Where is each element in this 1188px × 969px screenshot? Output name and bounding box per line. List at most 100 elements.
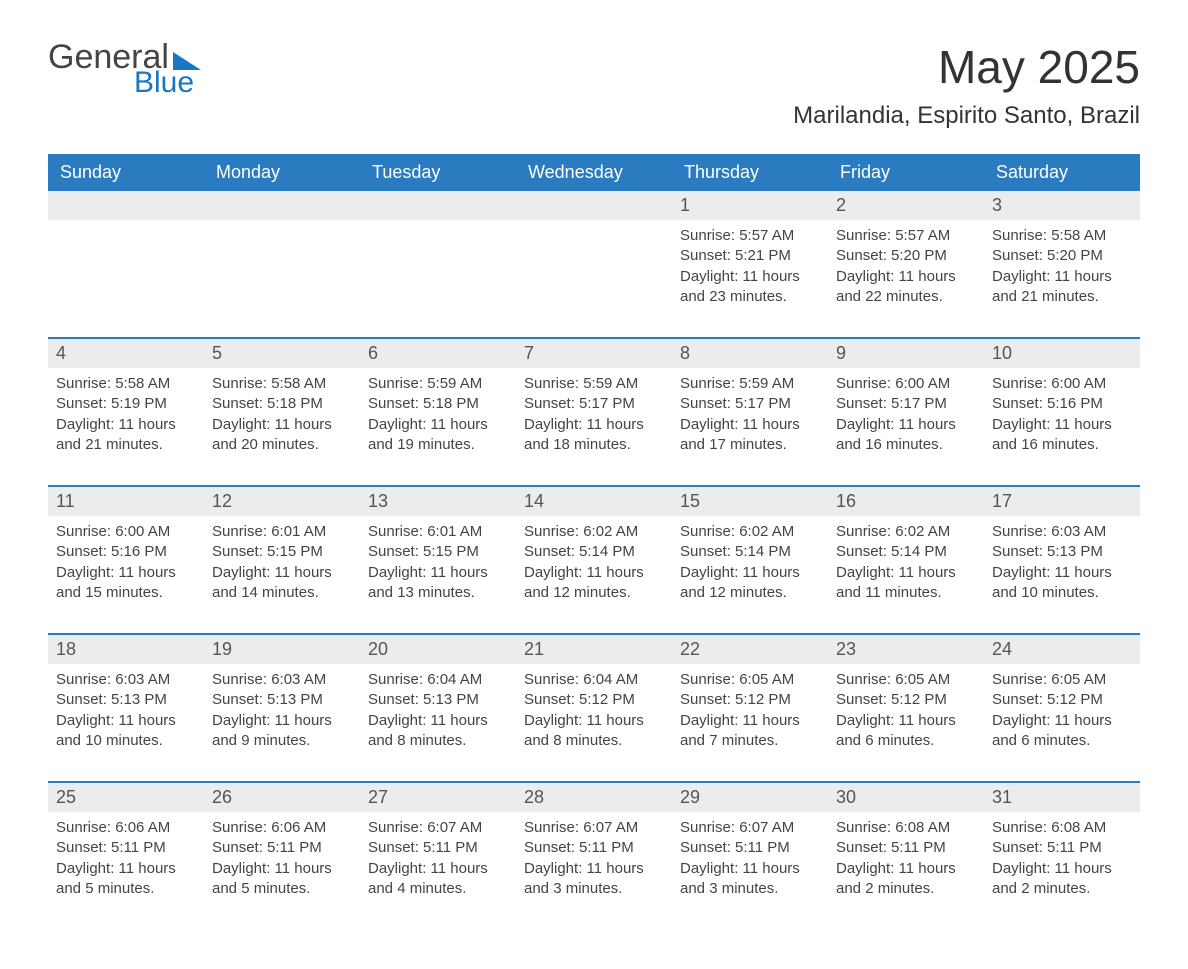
day-body: Sunrise: 6:02 AMSunset: 5:14 PMDaylight:… [828,516,984,633]
sunset-text: Sunset: 5:13 PM [992,542,1132,562]
day-body: Sunrise: 6:01 AMSunset: 5:15 PMDaylight:… [204,516,360,633]
calendar-day-cell: 2Sunrise: 5:57 AMSunset: 5:20 PMDaylight… [828,191,984,337]
daylight-text: Daylight: 11 hours and 19 minutes. [368,415,508,456]
day-body [204,220,360,330]
sunset-text: Sunset: 5:14 PM [836,542,976,562]
day-number: 19 [204,633,360,664]
sunset-text: Sunset: 5:17 PM [836,394,976,414]
sunrise-text: Sunrise: 6:03 AM [992,522,1132,542]
calendar-day-cell: 7Sunrise: 5:59 AMSunset: 5:17 PMDaylight… [516,337,672,485]
day-number [48,191,204,220]
day-body: Sunrise: 5:58 AMSunset: 5:19 PMDaylight:… [48,368,204,485]
calendar-day-cell: 27Sunrise: 6:07 AMSunset: 5:11 PMDayligh… [360,781,516,929]
sunrise-text: Sunrise: 6:07 AM [368,818,508,838]
calendar-day-cell: 1Sunrise: 5:57 AMSunset: 5:21 PMDaylight… [672,191,828,337]
sunset-text: Sunset: 5:15 PM [212,542,352,562]
calendar-day-cell: 17Sunrise: 6:03 AMSunset: 5:13 PMDayligh… [984,485,1140,633]
sunset-text: Sunset: 5:13 PM [212,690,352,710]
day-body: Sunrise: 6:04 AMSunset: 5:12 PMDaylight:… [516,664,672,781]
sunrise-text: Sunrise: 5:58 AM [992,226,1132,246]
calendar-day-cell: 12Sunrise: 6:01 AMSunset: 5:15 PMDayligh… [204,485,360,633]
sunrise-text: Sunrise: 6:06 AM [56,818,196,838]
calendar-day-cell: 3Sunrise: 5:58 AMSunset: 5:20 PMDaylight… [984,191,1140,337]
daylight-text: Daylight: 11 hours and 5 minutes. [212,859,352,900]
day-number: 18 [48,633,204,664]
daylight-text: Daylight: 11 hours and 20 minutes. [212,415,352,456]
daylight-text: Daylight: 11 hours and 2 minutes. [836,859,976,900]
day-body: Sunrise: 6:01 AMSunset: 5:15 PMDaylight:… [360,516,516,633]
daylight-text: Daylight: 11 hours and 6 minutes. [992,711,1132,752]
sunrise-text: Sunrise: 5:59 AM [524,374,664,394]
day-number: 14 [516,485,672,516]
daylight-text: Daylight: 11 hours and 21 minutes. [56,415,196,456]
daylight-text: Daylight: 11 hours and 11 minutes. [836,563,976,604]
sunrise-text: Sunrise: 5:58 AM [56,374,196,394]
sunrise-text: Sunrise: 6:03 AM [212,670,352,690]
daylight-text: Daylight: 11 hours and 5 minutes. [56,859,196,900]
sunset-text: Sunset: 5:14 PM [524,542,664,562]
day-number: 1 [672,191,828,220]
sunrise-text: Sunrise: 5:57 AM [680,226,820,246]
daylight-text: Daylight: 11 hours and 2 minutes. [992,859,1132,900]
day-body: Sunrise: 5:58 AMSunset: 5:18 PMDaylight:… [204,368,360,485]
sunset-text: Sunset: 5:16 PM [992,394,1132,414]
daylight-text: Daylight: 11 hours and 9 minutes. [212,711,352,752]
daylight-text: Daylight: 11 hours and 18 minutes. [524,415,664,456]
sunrise-text: Sunrise: 6:04 AM [368,670,508,690]
sunrise-text: Sunrise: 6:05 AM [680,670,820,690]
month-title: May 2025 [793,40,1140,94]
daylight-text: Daylight: 11 hours and 6 minutes. [836,711,976,752]
day-number: 9 [828,337,984,368]
sunset-text: Sunset: 5:11 PM [836,838,976,858]
day-body: Sunrise: 6:06 AMSunset: 5:11 PMDaylight:… [204,812,360,929]
calendar-day-cell: 19 Sunrise: 6:03 AMSunset: 5:13 PMDayligh… [204,633,360,781]
day-number: 21 [516,633,672,664]
day-number: 4 [48,337,204,368]
daylight-text: Daylight: 11 hours and 8 minutes. [368,711,508,752]
calendar-table: Sunday Monday Tuesday Wednesday Thursday… [48,154,1140,929]
sunrise-text: Sunrise: 6:06 AM [212,818,352,838]
sunset-text: Sunset: 5:16 PM [56,542,196,562]
day-number: 8 [672,337,828,368]
sunset-text: Sunset: 5:11 PM [212,838,352,858]
weekday-header: Saturday [984,154,1140,191]
day-body: Sunrise: 5:57 AMSunset: 5:20 PMDaylight:… [828,220,984,337]
daylight-text: Daylight: 11 hours and 16 minutes. [992,415,1132,456]
day-body: Sunrise: 6:05 AMSunset: 5:12 PMDaylight:… [828,664,984,781]
day-body [516,220,672,330]
sunset-text: Sunset: 5:12 PM [836,690,976,710]
sunset-text: Sunset: 5:12 PM [524,690,664,710]
daylight-text: Daylight: 11 hours and 16 minutes. [836,415,976,456]
sunrise-text: Sunrise: 6:00 AM [992,374,1132,394]
sunset-text: Sunset: 5:12 PM [680,690,820,710]
sunrise-text: Sunrise: 5:59 AM [680,374,820,394]
day-body: Sunrise: 5:59 AMSunset: 5:17 PMDaylight:… [516,368,672,485]
sunrise-text: Sunrise: 5:59 AM [368,374,508,394]
daylight-text: Daylight: 11 hours and 22 minutes. [836,267,976,308]
calendar-day-cell: 4Sunrise: 5:58 AMSunset: 5:19 PMDaylight… [48,337,204,485]
sunset-text: Sunset: 5:12 PM [992,690,1132,710]
sunrise-text: Sunrise: 6:02 AM [524,522,664,542]
day-number: 16 [828,485,984,516]
calendar-week-row: 25Sunrise: 6:06 AMSunset: 5:11 PMDayligh… [48,781,1140,929]
day-number: 6 [360,337,516,368]
day-body: Sunrise: 6:07 AMSunset: 5:11 PMDaylight:… [360,812,516,929]
day-body: Sunrise: 6:08 AMSunset: 5:11 PMDaylight:… [828,812,984,929]
day-number: 25 [48,781,204,812]
calendar-day-cell: 13Sunrise: 6:01 AMSunset: 5:15 PMDayligh… [360,485,516,633]
daylight-text: Daylight: 11 hours and 3 minutes. [680,859,820,900]
day-number: 29 [672,781,828,812]
day-number [204,191,360,220]
weekday-header: Friday [828,154,984,191]
sunset-text: Sunset: 5:17 PM [524,394,664,414]
sunset-text: Sunset: 5:14 PM [680,542,820,562]
day-body [360,220,516,330]
calendar-day-cell: 14Sunrise: 6:02 AMSunset: 5:14 PMDayligh… [516,485,672,633]
weekday-header: Wednesday [516,154,672,191]
day-body: Sunrise: 6:00 AMSunset: 5:16 PMDaylight:… [48,516,204,633]
calendar-day-cell: 15Sunrise: 6:02 AMSunset: 5:14 PMDayligh… [672,485,828,633]
day-body: Sunrise: 5:58 AMSunset: 5:20 PMDaylight:… [984,220,1140,337]
calendar-day-cell: 23Sunrise: 6:05 AMSunset: 5:12 PMDayligh… [828,633,984,781]
day-body: Sunrise: 6:03 AMSunset: 5:13 PMDaylight:… [48,664,204,781]
sunrise-text: Sunrise: 6:08 AM [992,818,1132,838]
